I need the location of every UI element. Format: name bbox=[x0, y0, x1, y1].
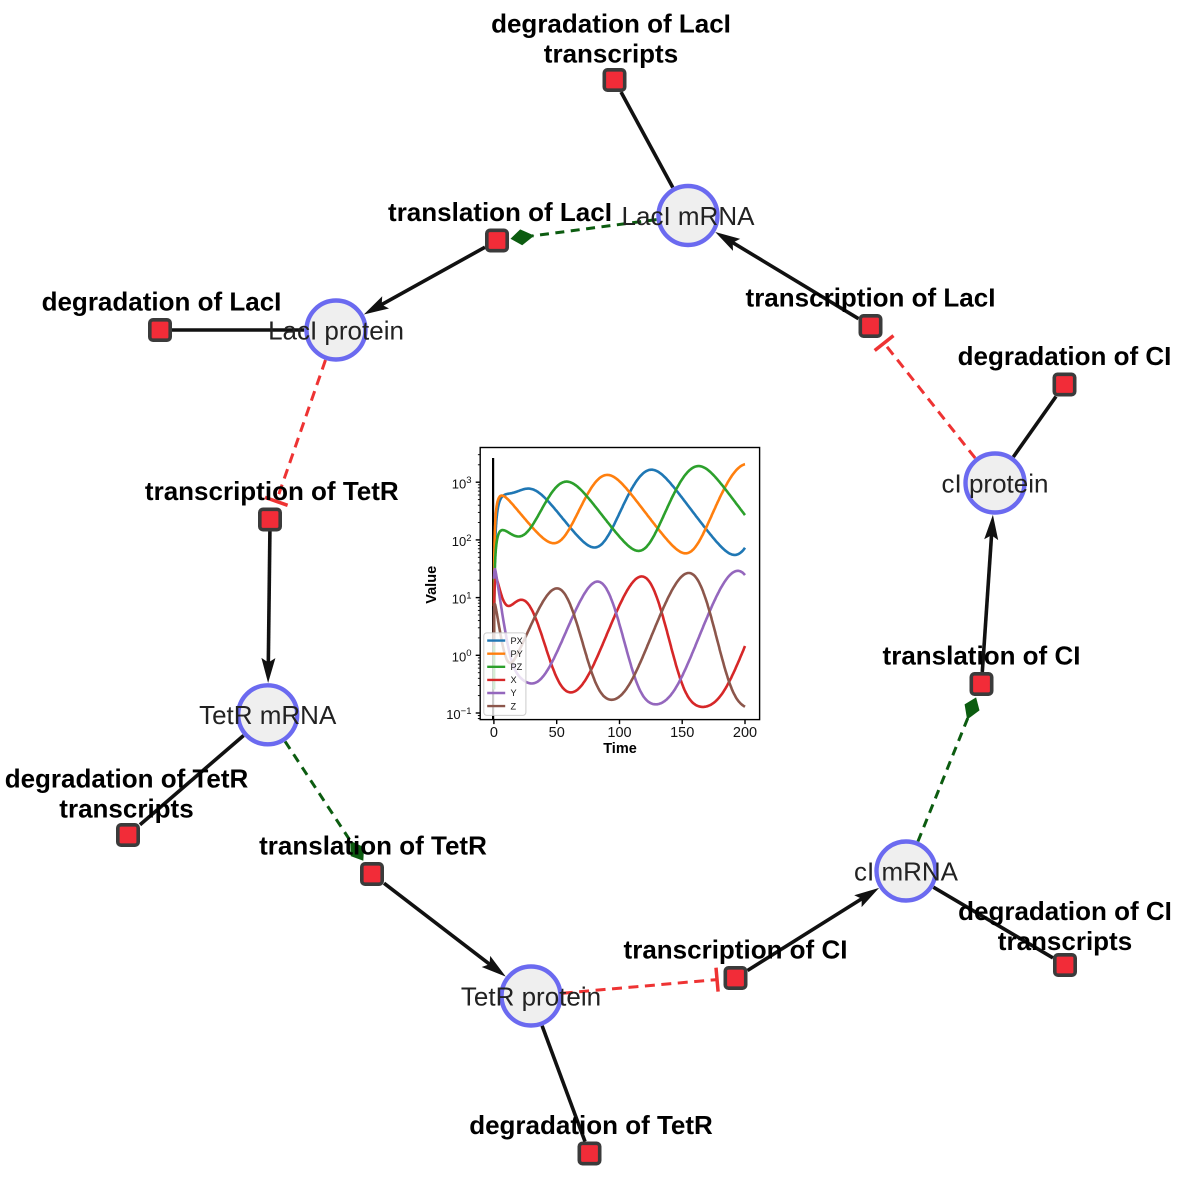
svg-text:degradation of LacI: degradation of LacI bbox=[42, 287, 282, 317]
svg-text:degradation of LacI: degradation of LacI bbox=[491, 9, 731, 39]
svg-text:PY: PY bbox=[511, 649, 523, 659]
svg-text:TetR protein: TetR protein bbox=[461, 981, 601, 1011]
svg-text:degradation of CI: degradation of CI bbox=[958, 896, 1172, 926]
svg-text:PX: PX bbox=[511, 636, 523, 646]
svg-text:0: 0 bbox=[490, 725, 498, 741]
svg-text:transcription of LacI: transcription of LacI bbox=[746, 283, 996, 313]
svg-text:transcripts: transcripts bbox=[59, 794, 193, 824]
svg-text:translation of TetR: translation of TetR bbox=[259, 831, 487, 861]
svg-text:101: 101 bbox=[452, 591, 472, 607]
svg-text:Time: Time bbox=[603, 741, 637, 757]
svg-text:103: 103 bbox=[452, 475, 472, 491]
svg-text:Y: Y bbox=[511, 688, 517, 698]
svg-text:transcripts: transcripts bbox=[998, 926, 1132, 956]
svg-text:50: 50 bbox=[549, 725, 565, 741]
svg-text:degradation of TetR: degradation of TetR bbox=[5, 764, 249, 794]
svg-text:degradation of TetR: degradation of TetR bbox=[469, 1110, 713, 1140]
svg-text:100: 100 bbox=[607, 725, 631, 741]
svg-text:Z: Z bbox=[511, 701, 517, 711]
svg-text:100: 100 bbox=[452, 648, 472, 664]
svg-text:transcripts: transcripts bbox=[544, 39, 678, 69]
svg-text:TetR mRNA: TetR mRNA bbox=[199, 700, 337, 730]
svg-text:150: 150 bbox=[670, 725, 694, 741]
svg-text:degradation of CI: degradation of CI bbox=[958, 341, 1172, 371]
svg-text:transcription of CI: transcription of CI bbox=[624, 935, 848, 965]
svg-text:200: 200 bbox=[733, 725, 757, 741]
svg-text:Value: Value bbox=[424, 566, 440, 604]
svg-text:translation of LacI: translation of LacI bbox=[388, 197, 612, 227]
svg-text:translation of CI: translation of CI bbox=[883, 641, 1081, 671]
svg-text:transcription of TetR: transcription of TetR bbox=[145, 476, 399, 506]
svg-text:X: X bbox=[511, 675, 517, 685]
svg-text:cI mRNA: cI mRNA bbox=[854, 856, 959, 886]
svg-text:LacI protein: LacI protein bbox=[268, 315, 404, 345]
svg-text:10−1: 10−1 bbox=[446, 706, 471, 722]
svg-text:cI protein: cI protein bbox=[942, 468, 1049, 498]
svg-text:102: 102 bbox=[452, 533, 472, 549]
svg-text:PZ: PZ bbox=[511, 662, 523, 672]
svg-text:LacI mRNA: LacI mRNA bbox=[622, 201, 756, 231]
